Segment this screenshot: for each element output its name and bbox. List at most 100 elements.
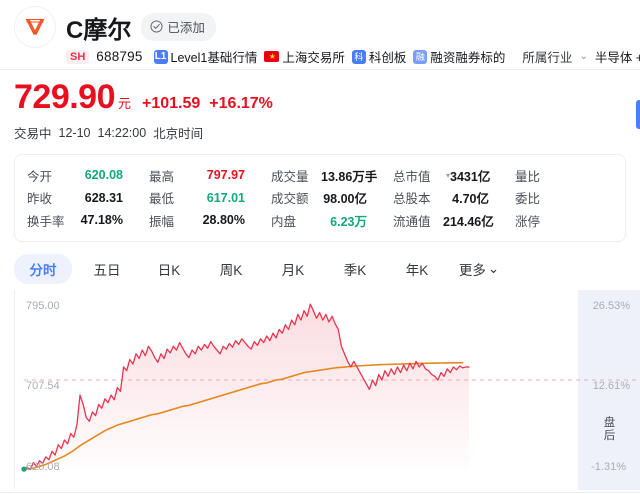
stat-label: 总市值	[393, 169, 431, 184]
stat-value: 4.70亿	[452, 192, 489, 207]
stat-inner-volume: 内盘 6.23万	[259, 211, 381, 230]
china-flag-icon: ★	[264, 51, 280, 62]
quote-stats-card: 今开 620.08 最高 797.97 成交量 13.86万手 总市值 ▾ 343…	[14, 154, 626, 242]
stat-value: 797.97	[206, 168, 245, 183]
stat-label: 涨停	[515, 214, 541, 229]
stat-label: 昨收	[27, 192, 53, 207]
board-badge-icon: 科	[351, 49, 366, 64]
after-hours-band	[578, 289, 640, 490]
page-title: C摩尔	[66, 16, 132, 44]
stat-value: 620.08	[84, 168, 123, 183]
stock-header: C摩尔 已添加 SH 688795 L1 Level1基础行情 ★ 上海交易所	[0, 0, 640, 70]
added-badge[interactable]: 已添加	[141, 13, 216, 41]
stat-label: 总股本	[393, 192, 431, 207]
exchange-tag[interactable]: ★ 上海交易所	[264, 47, 345, 66]
stat-order-ratio: 委比	[503, 188, 625, 207]
header-divider	[0, 69, 640, 70]
quote-date: 12-10	[58, 125, 91, 140]
session-start-marker	[21, 466, 27, 472]
moore-threads-triangle-logo-icon	[25, 18, 45, 36]
tab-weekly-k[interactable]: 周K	[219, 262, 243, 278]
check-circle-icon	[150, 20, 163, 33]
stat-turnover-amount: 成交额 98.00亿	[259, 188, 381, 207]
tab-more-label: 更多	[458, 262, 486, 278]
margin-badge-icon: 融	[413, 49, 428, 64]
stat-label: 流通值	[393, 214, 431, 229]
chevron-down-icon[interactable]: ⌄	[579, 51, 588, 62]
stat-value: 214.46亿	[443, 214, 494, 229]
price-block: 729.90 元 +101.59 +16.17% 交易中 12-10 14:22…	[0, 70, 640, 142]
stat-limit-up: 涨停	[503, 211, 625, 230]
stat-label: 内盘	[271, 214, 297, 229]
market-badge: SH	[66, 49, 90, 64]
chart-left-rail	[14, 289, 15, 490]
average-price-line	[23, 361, 464, 470]
stock-meta-row: SH 688795 L1 Level1基础行情 ★ 上海交易所 科 科创板 融 …	[66, 47, 640, 66]
stat-open: 今开 620.08	[15, 166, 137, 185]
price-area-fill	[24, 303, 469, 470]
stat-label: 换手率	[27, 214, 65, 229]
stat-label: 振幅	[149, 214, 175, 229]
level-tag[interactable]: L1 Level1基础行情	[153, 47, 258, 66]
board-label: 科创板	[368, 51, 407, 65]
table-row: 换手率 47.18% 振幅 28.80% 内盘 6.23万 流通值 214.46…	[15, 209, 625, 232]
table-row: 昨收 628.31 最低 617.01 成交额 98.00亿 总股本 4.70亿…	[15, 187, 625, 210]
price-change-percent: +16.17%	[209, 95, 273, 112]
industry-value[interactable]: 半导体 +0.4	[594, 51, 640, 65]
trade-button-edge[interactable]	[636, 100, 640, 129]
stat-label: 成交量	[271, 169, 309, 184]
stat-value: 13.86万手	[321, 169, 378, 184]
tab-yearly-k[interactable]: 年K	[405, 262, 429, 278]
after-hours-label: 盘后	[603, 416, 616, 442]
market-status-row: 交易中 12-10 14:22:00 北京时间	[14, 123, 640, 142]
board-tag[interactable]: 科 科创板	[351, 47, 407, 66]
stat-value: 28.80%	[202, 213, 245, 228]
stat-volume-ratio: 量比	[503, 166, 625, 185]
tab-daily-k[interactable]: 日K	[157, 262, 181, 278]
chart-period-tabs: 分时 五日 日K 周K 月K 季K 年K 更多 ⌄	[14, 253, 640, 284]
market-status: 交易中	[14, 127, 52, 141]
stat-market-cap[interactable]: 总市值 ▾ 3431亿	[381, 166, 503, 185]
stat-label: 委比	[515, 192, 541, 207]
tab-monthly-k[interactable]: 月K	[281, 262, 305, 278]
chevron-down-icon: ⌄	[487, 260, 500, 276]
stat-low: 最低 617.01	[137, 188, 259, 207]
price-change: +101.59	[142, 95, 201, 112]
tab-more[interactable]: 更多 ⌄	[448, 254, 510, 284]
company-logo	[14, 6, 56, 48]
stat-label: 今开	[27, 169, 53, 184]
stock-title-row: C摩尔 已添加	[14, 6, 640, 48]
stat-float-cap: 流通值 214.46亿	[381, 211, 503, 230]
stat-value: 6.23万	[330, 214, 367, 229]
stat-high: 最高 797.97	[137, 166, 259, 185]
margin-tag[interactable]: 融 融资融券标的	[413, 47, 505, 66]
intraday-chart[interactable]: 795.00 707.54 620.08 26.53% 12.61% -1.31…	[0, 289, 640, 490]
stat-label: 最高	[149, 169, 175, 184]
chart-canvas[interactable]	[0, 289, 640, 490]
industry-label[interactable]: 所属行业	[522, 51, 573, 65]
stat-label: 成交额	[271, 192, 309, 207]
stat-value: 98.00亿	[323, 192, 367, 207]
stock-code: 688795	[96, 49, 143, 64]
stat-value: 628.31	[84, 190, 123, 205]
stat-value: 617.01	[206, 190, 245, 205]
stat-amplitude: 振幅 28.80%	[137, 211, 259, 230]
stat-label: 最低	[149, 192, 175, 207]
tab-five-day[interactable]: 五日	[93, 262, 121, 278]
tab-intraday[interactable]: 分时	[14, 253, 72, 284]
added-badge-label: 已添加	[167, 21, 205, 35]
quote-timezone: 北京时间	[153, 127, 204, 141]
stat-value: 3431亿	[450, 169, 491, 184]
level-label: Level1基础行情	[170, 51, 258, 65]
quote-time: 14:22:00	[97, 125, 147, 140]
tab-quarterly-k[interactable]: 季K	[343, 262, 367, 278]
last-price: 729.90	[14, 78, 116, 116]
stat-turnover-rate: 换手率 47.18%	[15, 211, 137, 230]
level-badge-icon: L1	[153, 49, 168, 64]
price-line	[23, 302, 470, 470]
stat-total-shares: 总股本 4.70亿	[381, 188, 503, 207]
chevron-down-icon[interactable]: ▾	[446, 170, 451, 180]
stat-label: 量比	[515, 169, 541, 184]
margin-label: 融资融券标的	[430, 51, 506, 65]
